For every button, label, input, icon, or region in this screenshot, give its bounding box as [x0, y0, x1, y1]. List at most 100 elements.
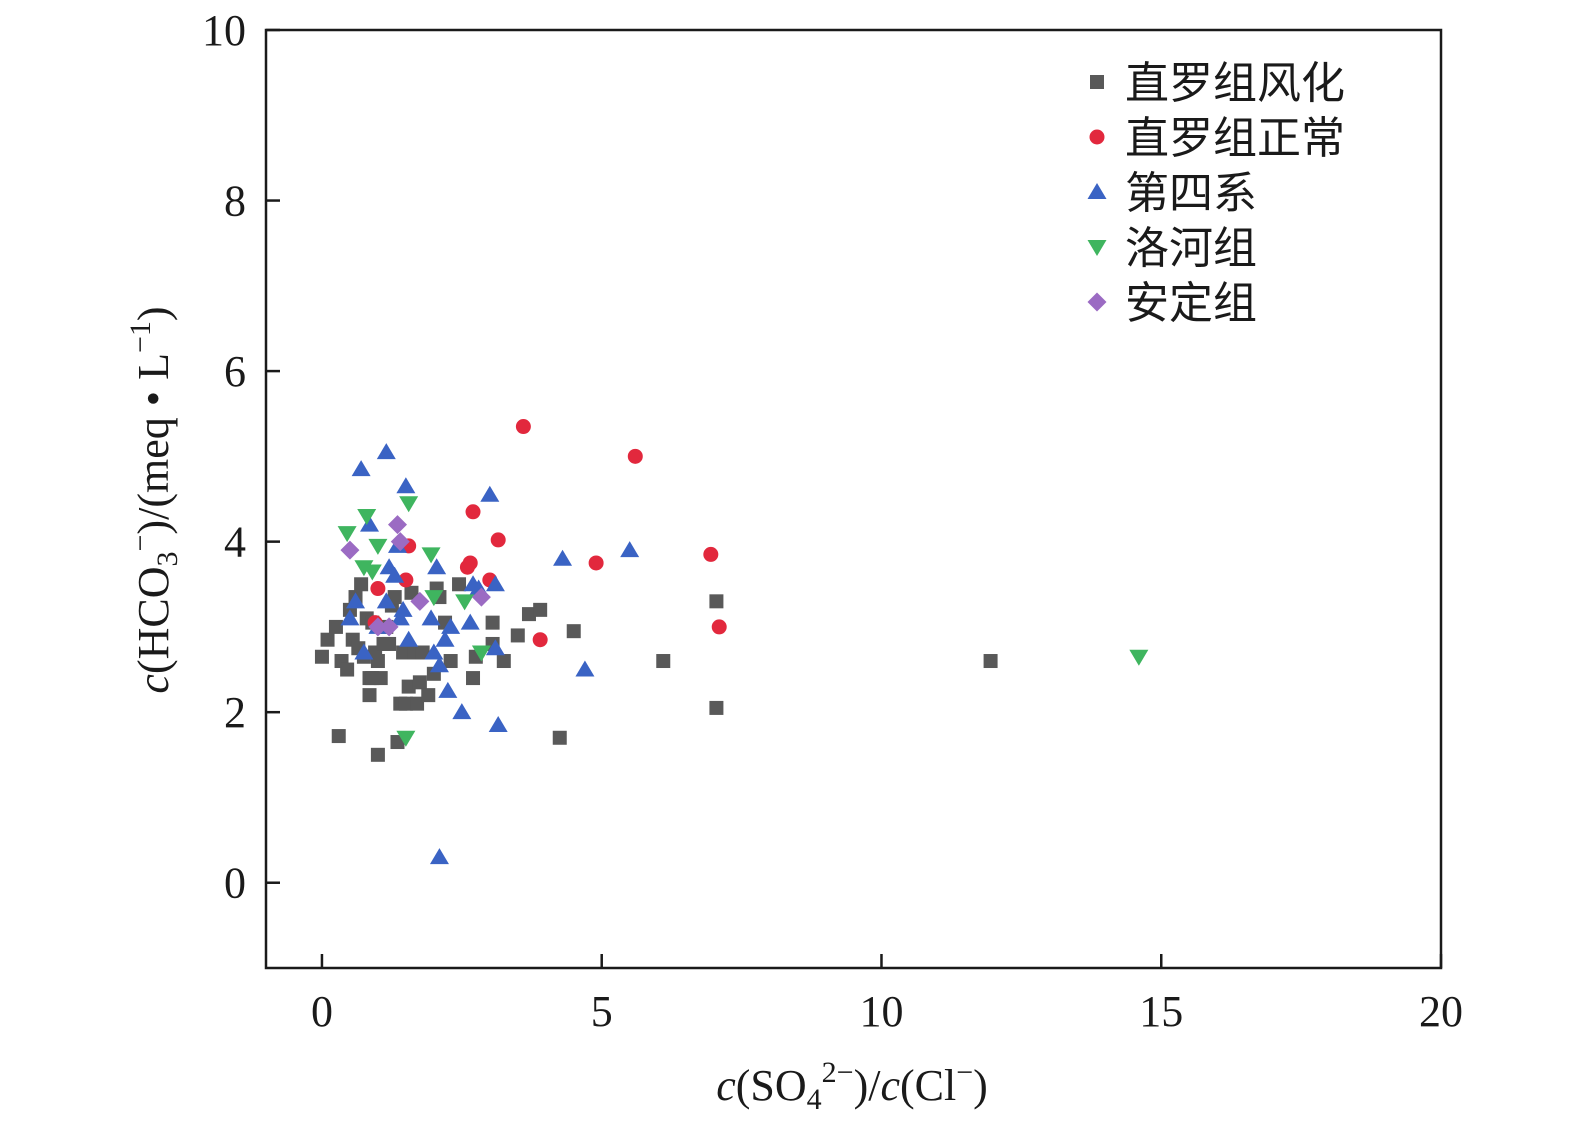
data-point [376, 592, 396, 609]
x-axis-title-c1: c [716, 1061, 736, 1110]
data-point [435, 630, 455, 647]
data-point [362, 564, 382, 581]
legend-label: 第四系 [1125, 168, 1257, 219]
data-point [346, 592, 366, 609]
series-4 [337, 496, 1149, 747]
data-point [340, 662, 355, 677]
legend-label: 安定组 [1125, 278, 1257, 329]
data-point [387, 515, 407, 535]
data-point [490, 532, 506, 548]
data-point [396, 477, 416, 494]
legend-item-3: 第四系 [1087, 168, 1257, 219]
data-point [485, 639, 505, 656]
data-point [485, 575, 505, 592]
data-point [396, 730, 416, 747]
data-point [354, 643, 374, 660]
y-axis-title-part1: (HCO [129, 566, 178, 674]
data-point [429, 848, 449, 865]
data-point [471, 645, 491, 662]
y-tick-label-10: 10 [202, 6, 246, 55]
legend-item-4: 洛河组 [1087, 223, 1257, 274]
series-3 [340, 443, 640, 865]
data-point [401, 679, 416, 694]
data-point [351, 460, 371, 477]
x-axis-title-c2: c [880, 1061, 900, 1110]
x-axis-title-part1: (SO [736, 1061, 807, 1110]
data-point [709, 700, 724, 715]
data-point [362, 688, 377, 703]
y-axis-title-text: c(HCO3−)/(meq • L−1) [124, 306, 184, 693]
legend-marker [1087, 240, 1107, 256]
x-axis-title-part4: ) [973, 1061, 988, 1110]
data-point [399, 630, 419, 647]
data-point [533, 602, 548, 617]
data-point [320, 632, 335, 647]
data-point [385, 566, 405, 583]
x-axis-title-sup2: − [956, 1056, 973, 1089]
data-point [455, 594, 475, 611]
data-point [360, 515, 380, 532]
x-axis-title-part2: )/ [854, 1061, 882, 1110]
y-axis-title-sup2: −1 [124, 321, 157, 353]
legend-item-1: 直罗组风化 [1090, 58, 1345, 109]
data-point [460, 613, 480, 630]
data-point [398, 572, 414, 588]
data-point [510, 628, 525, 643]
data-point [466, 671, 481, 686]
data-point [553, 549, 573, 566]
data-point [382, 636, 397, 651]
data-point [521, 607, 536, 622]
data-point [552, 730, 567, 745]
data-point [390, 532, 410, 552]
y-tick-label-0: 0 [224, 859, 246, 908]
data-point [393, 600, 413, 617]
data-point [424, 590, 444, 607]
data-point [412, 675, 427, 690]
data-point [390, 609, 410, 626]
data-point [314, 649, 329, 664]
y-axis-title: c(HCO3−)/(meq • L−1) [124, 306, 184, 693]
data-point [620, 541, 640, 558]
x-axis-title-sup: 2− [822, 1056, 854, 1089]
data-point [488, 715, 508, 732]
legend-label: 洛河组 [1125, 223, 1257, 274]
x-tick-label-10: 10 [859, 987, 903, 1036]
data-point [429, 656, 449, 673]
data-point [396, 645, 411, 660]
y-axis-title-part2: )/(meq • L [129, 353, 178, 535]
data-point [368, 538, 388, 555]
data-point [370, 654, 385, 669]
y-tick-label-8: 8 [224, 177, 246, 226]
data-point [485, 615, 500, 630]
data-point [370, 747, 385, 762]
y-tick-label-6: 6 [224, 347, 246, 396]
y-axis-title-sup: − [124, 535, 157, 552]
data-point [390, 735, 405, 750]
data-point [331, 729, 346, 744]
y-tick-label-2: 2 [224, 688, 246, 737]
x-axis-title-part3: (Cl [900, 1061, 956, 1110]
legend-marker [1090, 75, 1104, 89]
data-point [376, 443, 396, 460]
data-point [357, 509, 377, 526]
data-point [410, 696, 425, 711]
data-point [438, 681, 458, 698]
data-point [421, 609, 441, 626]
data-point [480, 485, 500, 502]
data-point [711, 619, 727, 635]
data-point [462, 555, 478, 571]
data-point [983, 654, 998, 669]
data-point [575, 660, 595, 677]
data-point [399, 496, 419, 513]
data-point [354, 577, 369, 592]
data-point [656, 654, 671, 669]
data-point [340, 609, 360, 626]
data-point [328, 619, 343, 634]
x-tick-label-15: 15 [1139, 987, 1183, 1036]
series-1 [314, 577, 998, 762]
data-point [398, 696, 413, 711]
data-point [387, 590, 402, 605]
y-axis-title-part3: ) [129, 306, 178, 321]
